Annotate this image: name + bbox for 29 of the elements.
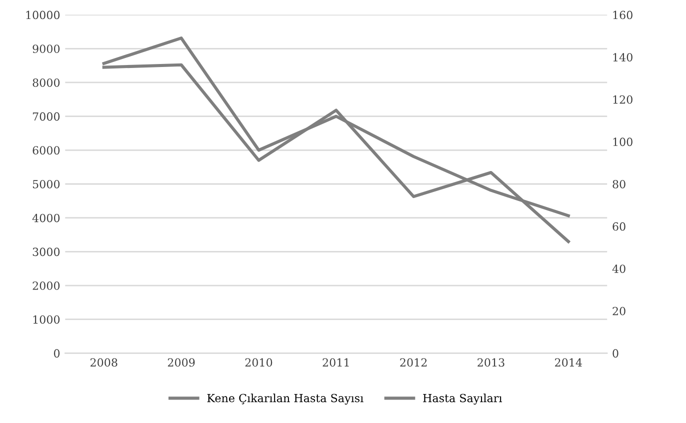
y-tick-label: 10000	[26, 10, 60, 20]
y2-tick-label: 100	[613, 138, 632, 146]
x-tick-label: 2011	[322, 358, 349, 367]
y-tick-label: 7000	[32, 112, 60, 121]
legend-label: Hasta Sayıları	[423, 394, 502, 405]
y2-tick-label: 140	[613, 53, 632, 62]
y2-tick-label: 40	[612, 264, 626, 273]
y-tick-label: 3000	[32, 248, 60, 256]
y2-tick-label: 60	[612, 222, 626, 231]
x-tick-label: 2010	[245, 358, 272, 367]
y2-tick-label: 80	[612, 180, 626, 188]
x-tick-label: 2013	[478, 358, 504, 367]
y-tick-label: 6000	[32, 146, 60, 155]
y2-tick-label: 160	[613, 10, 632, 20]
x-tick-label: 2008	[90, 358, 118, 367]
legend-label: Kene Çıkarılan Hasta Sayısı	[207, 394, 364, 405]
y-tick-label: 4000	[32, 214, 60, 222]
x-tick-label: 2014	[555, 358, 582, 367]
x-tick-label: 2009	[168, 358, 195, 367]
y2-tick-label: 20	[612, 306, 626, 316]
y-tick-label: 0	[54, 349, 60, 358]
y2-tick-label: 0	[612, 349, 618, 358]
y-tick-label: 1000	[33, 315, 60, 324]
y-tick-label: 9000	[32, 44, 60, 54]
y-tick-label: 2000	[32, 282, 60, 290]
y2-tick-label: 120	[613, 95, 632, 104]
y-tick-label: 8000	[32, 78, 60, 87]
x-tick-label: 2012	[400, 358, 427, 367]
y-tick-label: 5000	[32, 180, 60, 188]
